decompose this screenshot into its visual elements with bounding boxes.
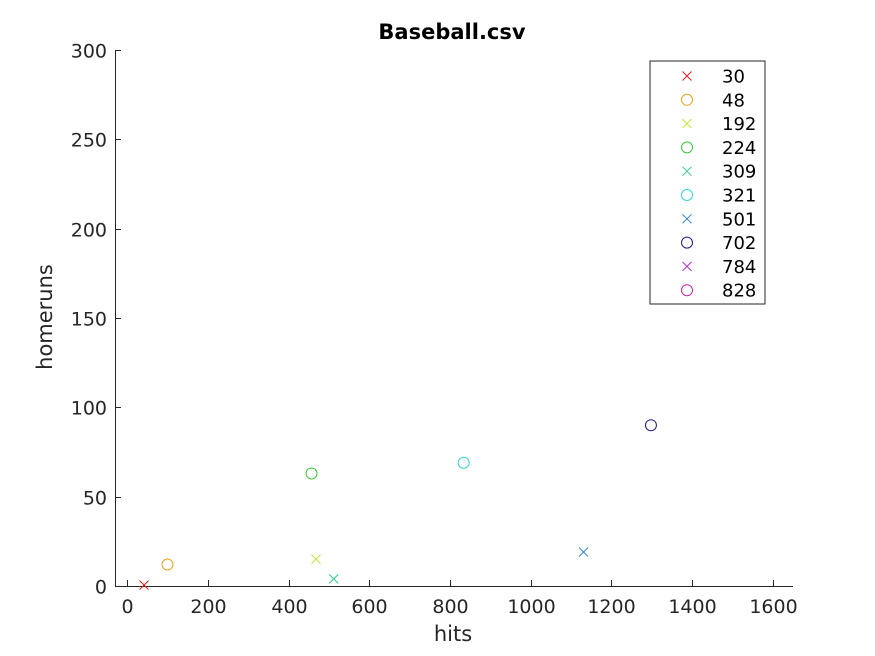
x-axis-label: hits (434, 622, 472, 646)
data-point-321 (457, 456, 470, 469)
legend-marker-30 (682, 71, 692, 81)
legend-label: 48 (722, 90, 745, 111)
x-tick-label: 0 (121, 596, 133, 618)
legend-label: 192 (722, 114, 756, 135)
y-tick-label: 50 (83, 488, 107, 510)
legend-label: 30 (722, 67, 745, 88)
legend-marker-501 (682, 213, 692, 224)
legend-marker-192 (682, 118, 692, 129)
data-points (139, 419, 657, 590)
legend-marker-321 (681, 189, 693, 201)
legend-item: 48 (681, 90, 745, 111)
y-tick-label: 150 (71, 309, 107, 331)
legend-label: 784 (722, 257, 756, 278)
x-tick-label: 1400 (668, 596, 716, 618)
legend-item: 784 (682, 257, 756, 278)
data-point-30 (139, 580, 149, 590)
y-tick-label: 200 (71, 220, 107, 242)
data-point-309 (328, 573, 339, 584)
legend-item: 501 (682, 209, 756, 230)
legend-label: 224 (722, 138, 756, 159)
x-tick-label: 200 (190, 596, 226, 618)
legend-item: 30 (682, 67, 745, 88)
data-point-224 (305, 467, 318, 480)
legend-marker-48 (681, 93, 693, 106)
legend-label: 828 (722, 281, 756, 302)
y-axis-ticks: 0 50 100 150 200 250 300 (71, 41, 121, 599)
legend-label: 309 (722, 162, 756, 183)
y-tick-label: 100 (71, 398, 107, 420)
legend-item: 224 (681, 138, 756, 159)
x-axis-ticks: 0 200 400 600 800 1000 1200 1400 1600 (121, 580, 798, 618)
legend-box (649, 60, 766, 305)
legend-marker-828 (681, 284, 693, 297)
legend-item: 321 (681, 186, 756, 207)
legend-item: 192 (682, 114, 756, 135)
x-tick-label: 800 (432, 596, 468, 618)
x-tick-label: 600 (351, 596, 387, 618)
x-tick-label: 1200 (587, 596, 635, 618)
legend-label: 321 (722, 186, 756, 207)
y-tick-label: 0 (95, 577, 107, 599)
x-tick-label: 1600 (749, 596, 797, 618)
x-tick-label: 1000 (507, 596, 555, 618)
data-point-48 (161, 558, 174, 571)
legend-label: 702 (722, 233, 756, 254)
data-point-501 (578, 547, 589, 557)
y-tick-label: 250 (71, 130, 107, 152)
chart-title: Baseball.csv (378, 20, 525, 44)
legend-marker-224 (681, 141, 693, 154)
legend-marker-784 (682, 261, 692, 272)
legend-item: 309 (682, 162, 756, 183)
legend-label: 501 (722, 209, 756, 230)
y-axis-label: homeruns (33, 264, 57, 370)
x-tick-label: 400 (271, 596, 307, 618)
data-point-702 (644, 419, 657, 432)
legend-marker-309 (682, 166, 692, 177)
legend-item: 828 (681, 281, 756, 302)
data-point-192 (311, 554, 321, 565)
legend-marker-702 (681, 236, 693, 249)
y-tick-label: 300 (71, 41, 107, 63)
legend-item: 702 (681, 233, 756, 254)
